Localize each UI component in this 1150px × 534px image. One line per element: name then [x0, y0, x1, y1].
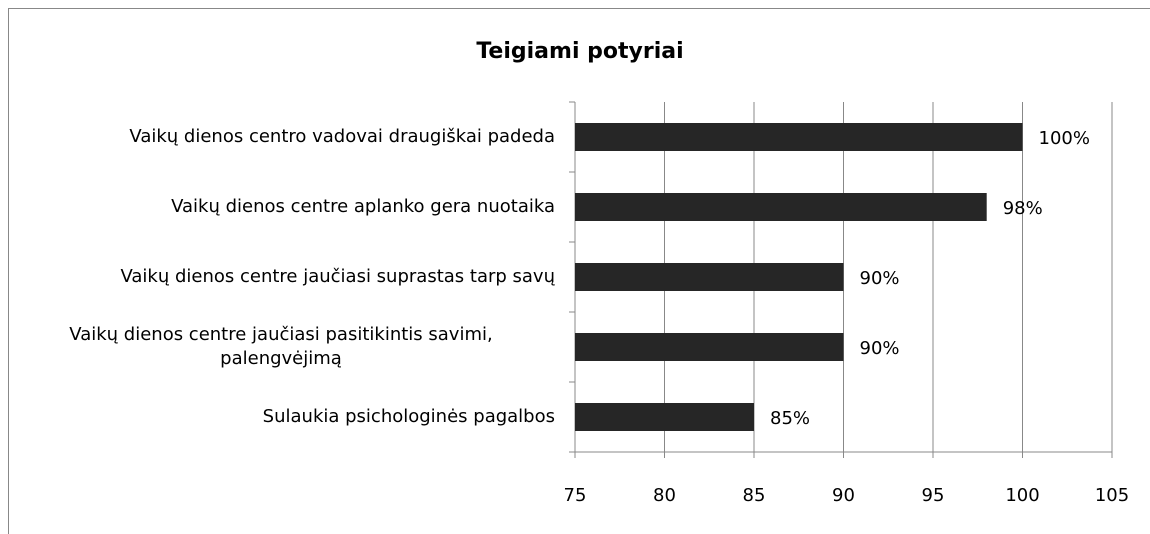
- x-tick-label: 105: [1095, 485, 1129, 506]
- bar: [575, 263, 844, 291]
- y-tick-label-box: Vaikų dienos centre jaučiasi pasitikinti…: [0, 312, 555, 382]
- x-tick-label: 85: [743, 485, 766, 506]
- bar: [575, 333, 844, 361]
- chart-title: Teigiami potyriai: [476, 39, 683, 64]
- y-tick-label-box: Sulaukia psichologinės pagalbos: [0, 382, 555, 452]
- frame: [8, 8, 1150, 534]
- x-tick-label: 95: [922, 485, 945, 506]
- bar: [575, 123, 1023, 151]
- y-tick-label-box: Vaikų dienos centro vadovai draugiškai p…: [0, 102, 555, 172]
- y-tick-label-box: Vaikų dienos centre aplanko gera nuotaik…: [0, 172, 555, 242]
- x-tick-label: 100: [1005, 485, 1039, 506]
- value-label: 100%: [1039, 128, 1090, 149]
- bar: [575, 193, 987, 221]
- y-tick-label-box: Vaikų dienos centre jaučiasi suprastas t…: [0, 242, 555, 312]
- bar: [575, 403, 754, 431]
- value-label: 85%: [770, 408, 810, 429]
- x-tick-label: 90: [832, 485, 855, 506]
- y-tick-label: Vaikų dienos centre aplanko gera nuotaik…: [171, 196, 555, 217]
- y-tick-label: Vaikų dienos centre jaučiasi suprastas t…: [120, 266, 555, 287]
- y-tick-label: Vaikų dienos centro vadovai draugiškai p…: [129, 126, 555, 147]
- y-tick-label: Vaikų dienos centre jaučiasi pasitikinti…: [69, 324, 493, 369]
- y-tick-label: Sulaukia psichologinės pagalbos: [262, 406, 555, 427]
- value-label: 98%: [1003, 198, 1043, 219]
- value-label: 90%: [860, 338, 900, 359]
- x-tick-label: 80: [653, 485, 676, 506]
- value-label: 90%: [860, 268, 900, 289]
- x-tick-label: 75: [564, 485, 587, 506]
